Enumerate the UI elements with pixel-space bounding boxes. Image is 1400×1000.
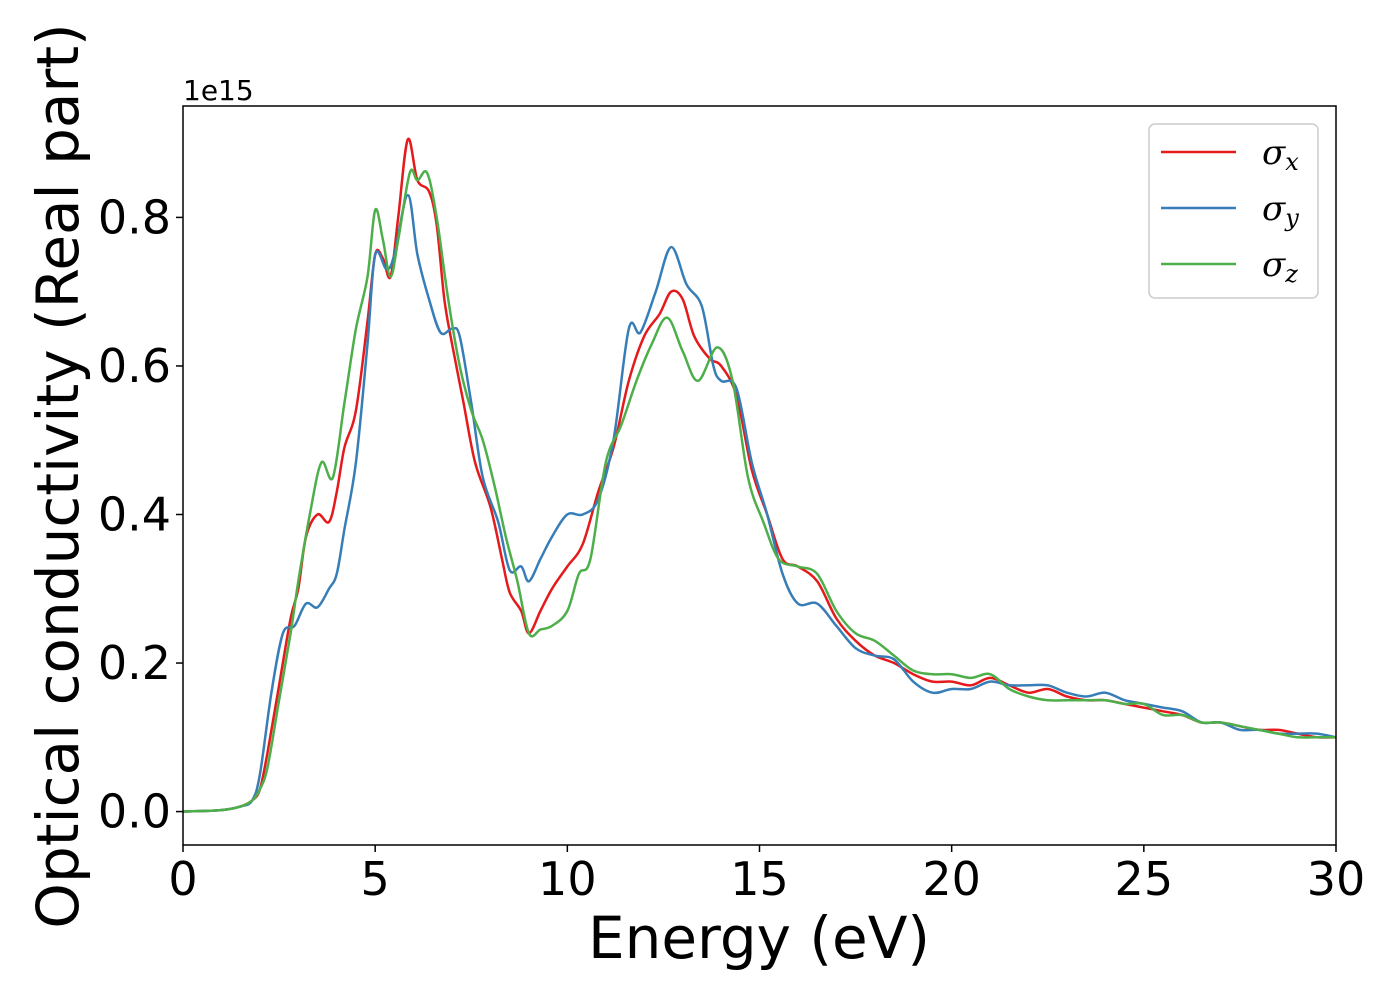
legend-label-x: σx <box>1262 133 1299 176</box>
y-tick-label: 0.4 <box>98 487 171 541</box>
x-tick-label: 15 <box>730 852 789 906</box>
series-layer <box>183 137 1336 813</box>
x-axis-label: Energy (eV) <box>588 904 930 972</box>
series-line-z <box>183 168 1336 813</box>
x-axis: 0 5 10 15 20 25 30 <box>168 845 1365 906</box>
y-axis: 0.0 0.2 0.4 0.6 0.8 <box>98 190 183 839</box>
x-tick-label: 5 <box>361 852 390 906</box>
x-tick-label: 10 <box>538 852 597 906</box>
y-offset-label: 1e15 <box>183 74 254 107</box>
x-tick-label: 25 <box>1115 852 1174 906</box>
x-tick-label: 0 <box>168 852 197 906</box>
x-tick-label: 20 <box>922 852 981 906</box>
y-axis-label: Optical conductivity (Real part) <box>24 23 92 928</box>
x-tick-label: 30 <box>1307 852 1366 906</box>
legend-label-z: σz <box>1262 245 1298 288</box>
y-tick-label: 0.0 <box>98 785 171 839</box>
y-tick-label: 0.6 <box>98 339 171 393</box>
series-line-y <box>183 193 1336 813</box>
legend-label-y: σy <box>1262 189 1299 232</box>
y-tick-label: 0.8 <box>98 190 171 244</box>
legend: σx σy σz <box>1148 123 1319 299</box>
legend-frame <box>1148 123 1319 299</box>
y-tick-label: 0.2 <box>98 636 171 690</box>
